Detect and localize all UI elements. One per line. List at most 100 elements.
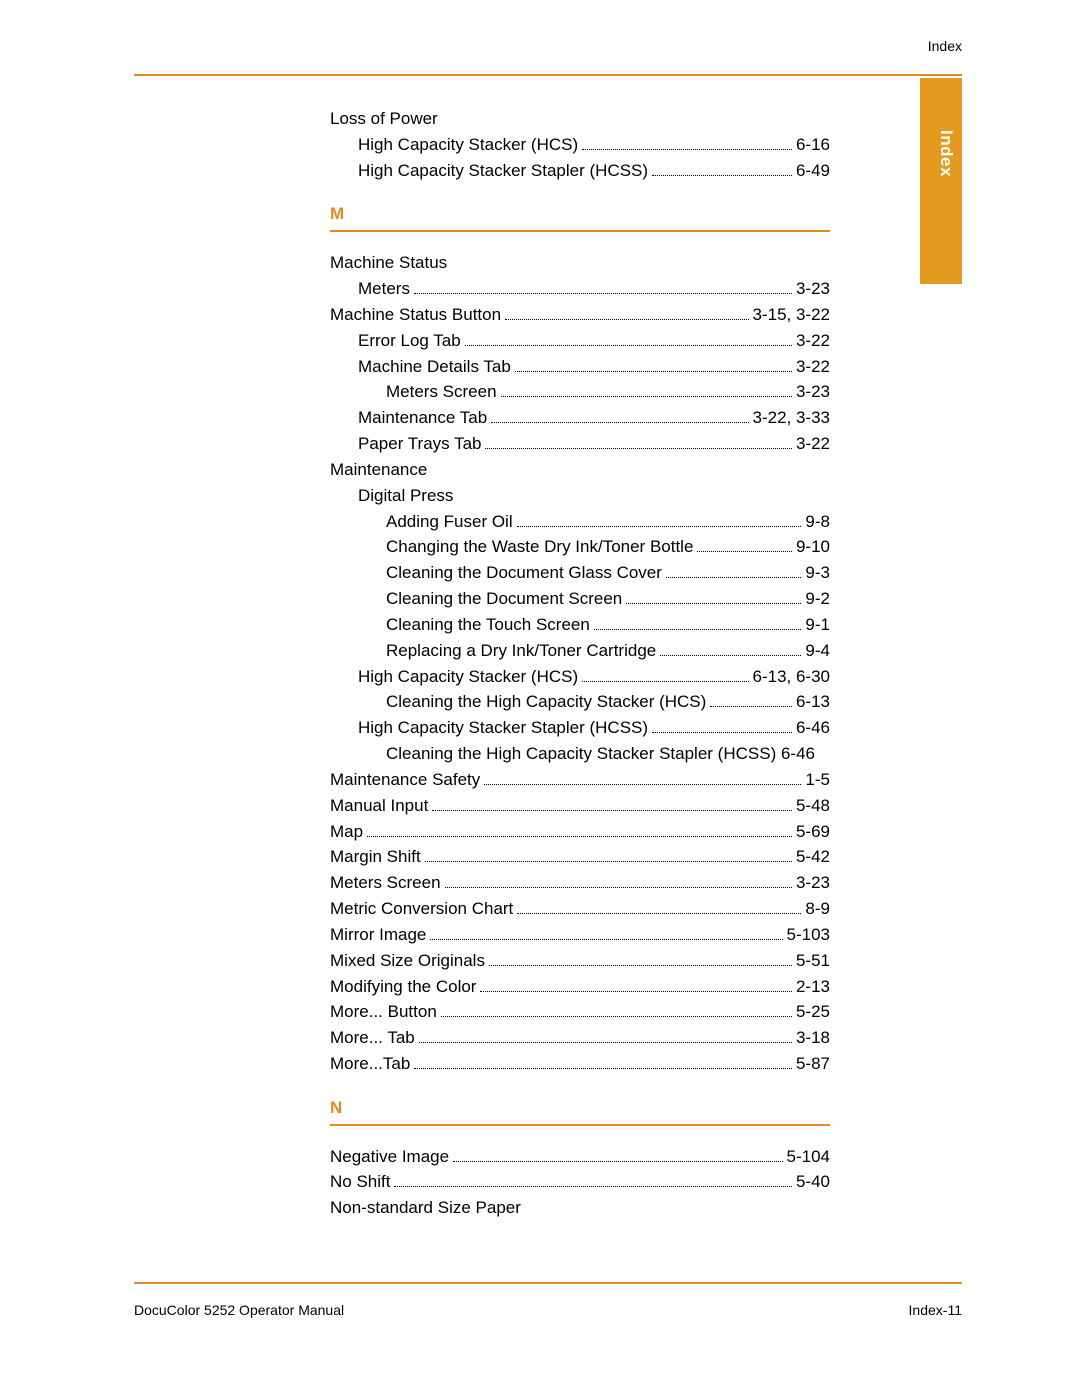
entry-page: 9-3: [805, 560, 830, 586]
index-entry: More... Button 5-25: [330, 999, 830, 1025]
entry-page: 6-49: [796, 158, 830, 184]
leader-dots: [367, 836, 792, 837]
leader-dots: [441, 1016, 792, 1017]
leader-dots: [517, 913, 801, 914]
entry-label: Cleaning the Touch Screen: [386, 612, 590, 638]
entry-label: Margin Shift: [330, 844, 421, 870]
leader-dots: [445, 887, 792, 888]
leader-dots: [666, 577, 802, 578]
index-entry: Cleaning the Touch Screen 9-1: [330, 612, 830, 638]
index-entry: Machine Status Button3-15, 3-22: [330, 302, 830, 328]
footer-left: DocuColor 5252 Operator Manual: [134, 1302, 344, 1318]
index-entry: Adding Fuser Oil 9-8: [330, 509, 830, 535]
entry-page: 1-5: [805, 767, 830, 793]
index-content: Loss of Power High Capacity Stacker (HCS…: [330, 106, 830, 1221]
leader-dots: [425, 861, 792, 862]
entry-label: Adding Fuser Oil: [386, 509, 513, 535]
entry-page: 3-23: [796, 276, 830, 302]
leader-dots: [419, 1042, 792, 1043]
index-entry: Non-standard Size Paper: [330, 1195, 830, 1221]
top-rule: [134, 74, 962, 76]
leader-dots: [484, 784, 801, 785]
entry-label: Negative Image: [330, 1144, 449, 1170]
bottom-rule: [134, 1282, 962, 1284]
entry-page: 5-87: [796, 1051, 830, 1077]
leader-dots: [697, 551, 792, 552]
index-entry: Paper Trays Tab 3-22: [330, 431, 830, 457]
leader-dots: [515, 371, 792, 372]
index-entry: Digital Press: [330, 483, 830, 509]
index-entry: Cleaning the Document Screen 9-2: [330, 586, 830, 612]
entry-label: Maintenance: [330, 460, 427, 479]
leader-dots: [394, 1186, 791, 1187]
header: Index: [134, 38, 962, 70]
index-entry: Cleaning the High Capacity Stacker Stapl…: [330, 741, 830, 767]
entry-label: High Capacity Stacker (HCS): [358, 664, 578, 690]
entry-label: Meters Screen: [386, 379, 497, 405]
entry-page: 3-22: [796, 431, 830, 457]
entry-label: Error Log Tab: [358, 328, 461, 354]
entry-label: Metric Conversion Chart: [330, 896, 513, 922]
entry-page: 3-22: [796, 354, 830, 380]
entry-page: 5-51: [796, 948, 830, 974]
index-entry: Meters 3-23: [330, 276, 830, 302]
entry-label: Cleaning the High Capacity Stacker Stapl…: [386, 744, 815, 763]
leader-dots: [660, 655, 801, 656]
entry-label: Maintenance Safety: [330, 767, 480, 793]
index-entry: Cleaning the Document Glass Cover9-3: [330, 560, 830, 586]
entry-label: Changing the Waste Dry Ink/Toner Bottle: [386, 534, 693, 560]
entry-page: 6-16: [796, 132, 830, 158]
index-entry: More...Tab 5-87: [330, 1051, 830, 1077]
index-entry: Metric Conversion Chart 8-9: [330, 896, 830, 922]
index-entry: No Shift5-40: [330, 1169, 830, 1195]
footer: DocuColor 5252 Operator Manual Index-11: [134, 1302, 962, 1318]
entry-page: 5-25: [796, 999, 830, 1025]
entry-label: High Capacity Stacker Stapler (HCSS): [358, 158, 648, 184]
index-entry: Maintenance Safety 1-5: [330, 767, 830, 793]
entry-label: High Capacity Stacker (HCS): [358, 132, 578, 158]
entry-label: More... Tab: [330, 1025, 415, 1051]
index-entry: Machine Details Tab3-22: [330, 354, 830, 380]
entry-page: 8-9: [805, 896, 830, 922]
entry-label: More...Tab: [330, 1051, 410, 1077]
entry-label: High Capacity Stacker Stapler (HCSS): [358, 715, 648, 741]
header-label: Index: [928, 38, 962, 54]
leader-dots: [465, 345, 792, 346]
index-entry: Maintenance Tab 3-22, 3-33: [330, 405, 830, 431]
entry-page: 5-103: [787, 922, 830, 948]
side-tab-label: Index: [936, 130, 956, 177]
entry-page: 6-13, 6-30: [753, 664, 831, 690]
entry-label: Paper Trays Tab: [358, 431, 481, 457]
index-entry: Changing the Waste Dry Ink/Toner Bottle 9…: [330, 534, 830, 560]
footer-right: Index-11: [909, 1302, 962, 1318]
entry-label: Mixed Size Originals: [330, 948, 485, 974]
page: Index Index Loss of Power High Capacity …: [0, 0, 1080, 1221]
entry-label: Replacing a Dry Ink/Toner Cartridge: [386, 638, 656, 664]
index-entry: Mixed Size Originals 5-51: [330, 948, 830, 974]
section-letter-m: M: [330, 201, 830, 232]
entry-page: 6-46: [796, 715, 830, 741]
entry-page: 5-42: [796, 844, 830, 870]
entry-page: 9-8: [805, 509, 830, 535]
index-entry: Negative Image5-104: [330, 1144, 830, 1170]
entry-page: 9-1: [805, 612, 830, 638]
entry-page: 3-15, 3-22: [753, 302, 831, 328]
entry-label: More... Button: [330, 999, 437, 1025]
entry-label: Loss of Power: [330, 109, 438, 128]
leader-dots: [432, 810, 792, 811]
leader-dots: [626, 603, 801, 604]
index-entry: Manual Input5-48: [330, 793, 830, 819]
entry-label: Maintenance Tab: [358, 405, 487, 431]
entry-page: 9-2: [805, 586, 830, 612]
entry-page: 5-40: [796, 1169, 830, 1195]
index-entry: Error Log Tab3-22: [330, 328, 830, 354]
entry-label: Cleaning the Document Screen: [386, 586, 622, 612]
entry-page: 3-23: [796, 379, 830, 405]
leader-dots: [414, 1068, 792, 1069]
leader-dots: [582, 681, 748, 682]
leader-dots: [652, 175, 792, 176]
entry-label: Map: [330, 819, 363, 845]
entry-page: 9-10: [796, 534, 830, 560]
entry-page: 3-22, 3-33: [753, 405, 831, 431]
entry-label: Meters: [358, 276, 410, 302]
